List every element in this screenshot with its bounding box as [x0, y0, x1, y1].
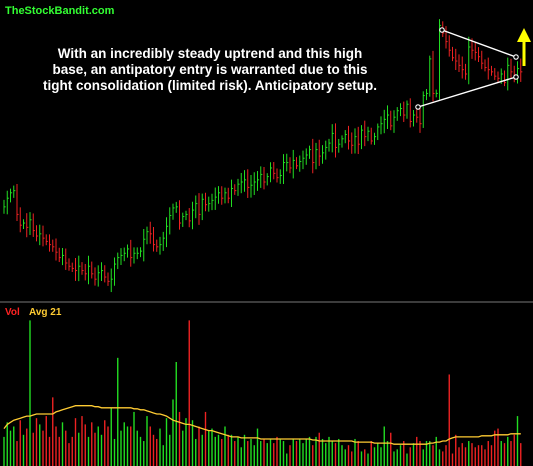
- trendline-anchor: [415, 104, 421, 110]
- trendline-anchor: [513, 54, 519, 60]
- breakout-arrow-head: [517, 28, 531, 42]
- volume-panel: [3, 320, 522, 466]
- price-panel: [3, 19, 523, 293]
- trendline-anchor: [439, 27, 445, 33]
- average-label: Avg 21: [29, 307, 62, 318]
- chart-annotation: With an incredibly steady uptrend and th…: [42, 46, 378, 93]
- upper-trendline: [441, 29, 517, 58]
- volume-label: Vol: [5, 307, 20, 318]
- trendline-anchor: [513, 74, 519, 80]
- lower-trendline: [417, 76, 517, 108]
- average-volume-line: [3, 405, 521, 445]
- pattern-overlay: [415, 27, 531, 110]
- watermark-text: TheStockBandit.com: [5, 5, 115, 17]
